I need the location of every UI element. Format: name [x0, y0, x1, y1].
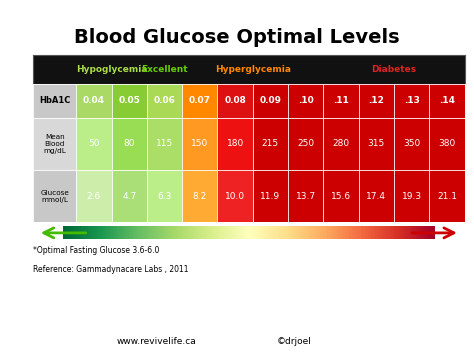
Text: 13.7: 13.7 [296, 191, 316, 201]
Text: Glucose
mmol/L: Glucose mmol/L [40, 190, 69, 202]
Text: 17.4: 17.4 [366, 191, 386, 201]
Text: 0.08: 0.08 [224, 97, 246, 105]
Text: 6.3: 6.3 [157, 191, 172, 201]
Text: 150: 150 [191, 140, 209, 148]
Text: 350: 350 [403, 140, 420, 148]
Text: 15.6: 15.6 [331, 191, 351, 201]
Text: 21.1: 21.1 [437, 191, 457, 201]
Text: 115: 115 [156, 140, 173, 148]
Text: 19.3: 19.3 [401, 191, 422, 201]
Text: 280: 280 [332, 140, 349, 148]
Text: www.revivelife.ca: www.revivelife.ca [117, 337, 196, 346]
Text: 0.05: 0.05 [118, 97, 140, 105]
Text: 11.9: 11.9 [260, 191, 281, 201]
Text: Mean
Blood
mg/dL: Mean Blood mg/dL [44, 134, 66, 154]
Text: 380: 380 [438, 140, 456, 148]
Text: Excellent: Excellent [141, 65, 188, 73]
Text: 4.7: 4.7 [122, 191, 137, 201]
Text: .10: .10 [298, 97, 314, 105]
Text: ©drjoel: ©drjoel [276, 337, 311, 346]
Text: 0.04: 0.04 [83, 97, 105, 105]
Text: Diabetes: Diabetes [371, 65, 417, 73]
Text: .14: .14 [439, 97, 455, 105]
Text: Hyperglycemia: Hyperglycemia [215, 65, 291, 73]
Text: Blood Glucose Optimal Levels: Blood Glucose Optimal Levels [74, 28, 400, 47]
Text: 10.0: 10.0 [225, 191, 245, 201]
Text: 50: 50 [88, 140, 100, 148]
Text: 2.6: 2.6 [87, 191, 101, 201]
Text: 0.07: 0.07 [189, 97, 211, 105]
Text: 0.09: 0.09 [259, 97, 282, 105]
Text: Hypoglycemia: Hypoglycemia [76, 65, 147, 73]
Text: 8.2: 8.2 [193, 191, 207, 201]
Text: 80: 80 [124, 140, 135, 148]
Text: *Optimal Fasting Glucose 3.6-6.0: *Optimal Fasting Glucose 3.6-6.0 [33, 246, 160, 255]
Text: 315: 315 [368, 140, 385, 148]
Text: .13: .13 [404, 97, 419, 105]
Text: 0.06: 0.06 [154, 97, 175, 105]
Text: HbA1C: HbA1C [39, 97, 71, 105]
Text: .12: .12 [368, 97, 384, 105]
Text: Reference: Gammadynacare Labs , 2011: Reference: Gammadynacare Labs , 2011 [33, 265, 189, 274]
Text: 215: 215 [262, 140, 279, 148]
Text: 250: 250 [297, 140, 314, 148]
Text: 180: 180 [227, 140, 244, 148]
Text: .11: .11 [333, 97, 349, 105]
